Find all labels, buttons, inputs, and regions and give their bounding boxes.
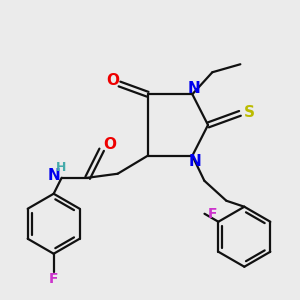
Text: S: S <box>243 105 254 120</box>
Text: F: F <box>49 272 58 286</box>
Text: O: O <box>106 74 119 88</box>
Text: N: N <box>189 154 202 169</box>
Text: O: O <box>103 137 116 152</box>
Text: F: F <box>208 207 217 221</box>
Text: H: H <box>56 161 66 174</box>
Text: N: N <box>47 168 60 183</box>
Text: N: N <box>188 81 201 96</box>
